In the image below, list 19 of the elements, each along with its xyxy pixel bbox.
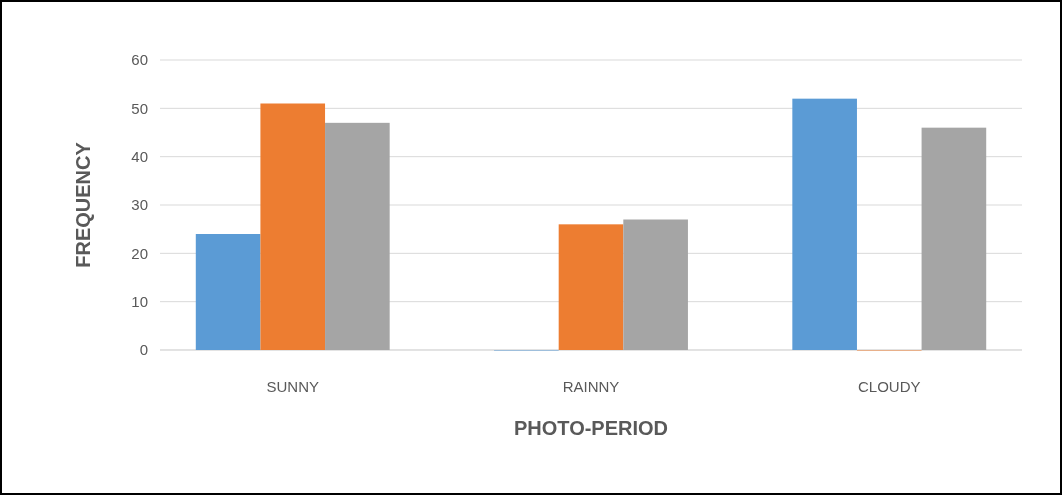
x-tick-label: SUNNY xyxy=(266,378,319,395)
bar xyxy=(325,122,390,350)
y-tick-label: 30 xyxy=(131,196,148,214)
y-tick-label: 60 xyxy=(131,51,148,69)
bar xyxy=(260,103,326,350)
y-axis-title: FREQUENCY xyxy=(72,141,94,268)
bar xyxy=(623,219,688,350)
y-tick-label: 10 xyxy=(131,292,148,310)
bar xyxy=(792,98,857,350)
y-tick-label: 0 xyxy=(139,341,148,359)
x-axis-title: PHOTO-PERIOD xyxy=(513,417,669,439)
y-tick-label: 20 xyxy=(131,244,148,262)
bar xyxy=(921,127,987,350)
y-tick-label: 40 xyxy=(131,147,148,165)
y-tick-label: 50 xyxy=(131,99,148,117)
bar xyxy=(558,224,624,350)
x-tick-label: RAINNY xyxy=(562,378,620,395)
bar xyxy=(195,234,261,350)
x-tick-label: CLOUDY xyxy=(858,378,921,395)
